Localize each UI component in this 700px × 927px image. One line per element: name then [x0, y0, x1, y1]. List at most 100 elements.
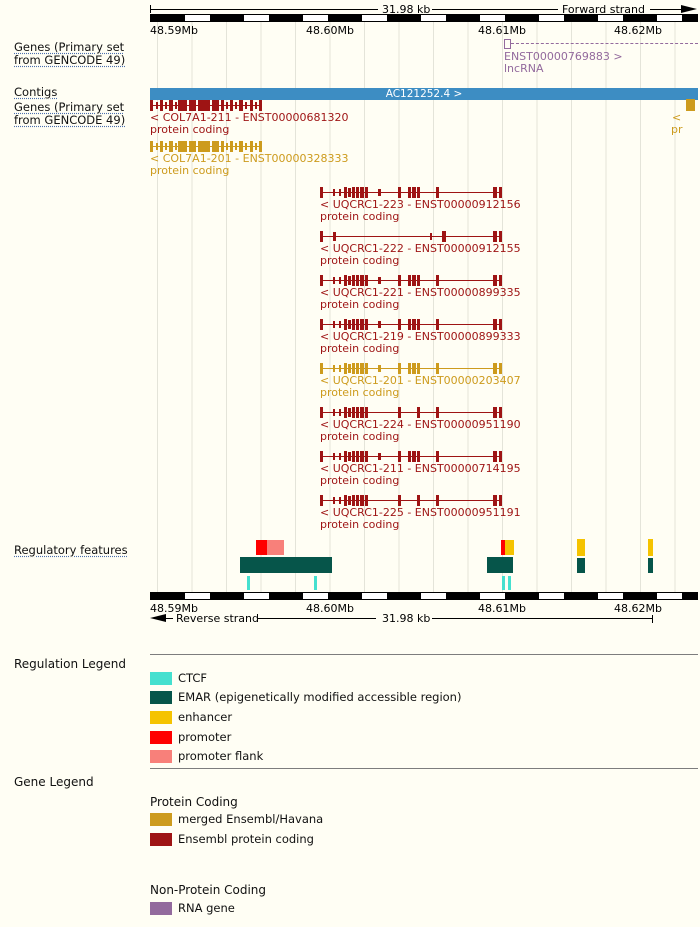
exon-box: [493, 363, 497, 374]
regulatory-feature-ctcf[interactable]: [247, 576, 250, 590]
forward-strand-line: [650, 9, 681, 10]
exon-box: [226, 143, 228, 150]
exon-box: [339, 277, 341, 284]
transcript-label[interactable]: < UQCRC1-219 - ENST00000899333: [320, 330, 521, 343]
exon-box: [150, 141, 153, 152]
transcript-label[interactable]: < UQCRC1-224 - ENST00000951190: [320, 418, 521, 431]
transcript-label[interactable]: < UQCRC1-222 - ENST00000912155: [320, 242, 521, 255]
transcript-label[interactable]: < UQCRC1-201 - ENST00000203407: [320, 374, 521, 387]
exon-box: [365, 275, 368, 286]
bottom-region-scale-bar[interactable]: [150, 592, 698, 600]
exon-box: [245, 102, 247, 109]
exon-box: [344, 275, 347, 286]
regulatory-feature-emar[interactable]: [648, 558, 653, 573]
regulatory-feature-ctcf[interactable]: [502, 576, 505, 590]
exon-box: [398, 495, 401, 506]
exon-box: [352, 363, 355, 374]
transcript-label[interactable]: < UQCRC1-221 - ENST00000899335: [320, 286, 521, 299]
exon-box: [169, 100, 173, 111]
sidebar-item-regulatory-features[interactable]: Regulatory features: [14, 543, 128, 557]
exon-box: [333, 497, 335, 504]
lncrna-transcript-label[interactable]: ENST00000769883 >: [504, 50, 623, 63]
regulatory-feature-promoter-flank[interactable]: [267, 540, 284, 555]
exon-box: [352, 451, 355, 462]
exon-box: [493, 319, 497, 330]
exon-box: [178, 100, 187, 111]
bottom-tick-48-61: 48.61Mb: [478, 602, 526, 615]
transcript-biotype: protein coding: [150, 164, 230, 177]
regulatory-feature-emar[interactable]: [487, 557, 513, 573]
exon-box: [408, 363, 411, 374]
transcript-uqcrc1-219[interactable]: < UQCRC1-219 - ENST00000899333 protein co…: [320, 319, 521, 355]
transcript-biotype: protein coding: [320, 342, 400, 355]
lncrna-exon-box[interactable]: [504, 39, 511, 49]
transcript-uqcrc1-224[interactable]: < UQCRC1-224 - ENST00000951190 protein co…: [320, 407, 521, 443]
regulatory-feature-enhancer[interactable]: [505, 540, 514, 555]
exon-box: [436, 275, 439, 286]
exon-box: [348, 408, 351, 417]
ensembl-protein-coding-legend-swatch: [150, 833, 172, 846]
exon-box: [442, 231, 446, 242]
transcript-uqcrc1-223[interactable]: < UQCRC1-223 - ENST00000912156 protein co…: [320, 187, 521, 223]
exon-box: [344, 407, 347, 418]
transcript-label[interactable]: < UQCRC1-211 - ENST00000714195: [320, 462, 521, 475]
exon-box: [160, 141, 163, 152]
transcript-uqcrc1-201[interactable]: < UQCRC1-201 - ENST00000203407 protein co…: [320, 363, 521, 399]
exon-box: [499, 231, 502, 242]
sidebar-item-contigs[interactable]: Contigs: [14, 85, 58, 99]
regulatory-feature-ctcf[interactable]: [314, 576, 317, 590]
exon-box: [499, 275, 502, 286]
promoter-flank-legend-swatch: [150, 750, 172, 763]
exon-box: [320, 231, 323, 242]
regulatory-feature-emar[interactable]: [577, 558, 585, 573]
bottom-scale-line-right: [432, 618, 653, 619]
bottom-tick-48-59: 48.59Mb: [150, 602, 198, 615]
exon-box: [408, 319, 411, 330]
transcript-uqcrc1-225[interactable]: < UQCRC1-225 - ENST00000951191 protein co…: [320, 495, 521, 531]
bottom-scale-label: 31.98 kb: [382, 612, 431, 625]
top-region-scale-bar[interactable]: [150, 14, 698, 22]
exon-box: [198, 141, 210, 152]
exon-box: [344, 187, 347, 198]
contig-bar[interactable]: AC121252.4 >: [150, 88, 698, 100]
transcript-label[interactable]: < UQCRC1-225 - ENST00000951191: [320, 506, 521, 519]
legend-item-promoter: promoter: [178, 730, 232, 744]
legend-item-promoter-flank: promoter flank: [178, 749, 264, 763]
top-scale-line-right: [432, 9, 558, 10]
gene-legend-heading-protein-coding: Protein Coding: [150, 795, 238, 809]
exon-box: [344, 319, 347, 330]
exon-box: [436, 451, 439, 462]
regulatory-feature-enhancer[interactable]: [648, 539, 653, 556]
sidebar-item-genes-top[interactable]: Genes (Primary set from GENCODE 49): [14, 40, 126, 67]
regulatory-feature-promoter[interactable]: [256, 540, 267, 555]
edge-gene-exon-box[interactable]: [686, 99, 695, 111]
sidebar-item-genes-bottom[interactable]: Genes (Primary set from GENCODE 49): [14, 100, 126, 127]
exon-box: [320, 363, 323, 374]
intron-line: [320, 500, 502, 501]
exon-box: [221, 100, 224, 111]
reverse-strand-line: [163, 618, 173, 619]
enhancer-legend-swatch: [150, 711, 172, 724]
transcript-label[interactable]: < COL7A1-211 - ENST00000681320: [150, 111, 349, 124]
exon-box: [352, 319, 355, 330]
exon-box: [344, 451, 347, 462]
exon-box: [352, 275, 355, 286]
exon-box: [499, 451, 502, 462]
transcript-col7a1-211[interactable]: < COL7A1-211 - ENST00000681320 protein co…: [150, 100, 349, 136]
transcript-col7a1-201[interactable]: < COL7A1-201 - ENST00000328333 protein co…: [150, 141, 349, 177]
exon-box: [417, 495, 420, 506]
regulatory-feature-emar[interactable]: [240, 557, 332, 573]
exon-box: [408, 187, 411, 198]
regulatory-feature-promoter[interactable]: [501, 540, 505, 555]
transcript-uqcrc1-221[interactable]: < UQCRC1-221 - ENST00000899335 protein co…: [320, 275, 521, 311]
regulatory-feature-ctcf[interactable]: [508, 576, 511, 590]
transcript-label[interactable]: < COL7A1-201 - ENST00000328333: [150, 152, 349, 165]
transcript-label[interactable]: < UQCRC1-223 - ENST00000912156: [320, 198, 521, 211]
transcript-uqcrc1-211[interactable]: < UQCRC1-211 - ENST00000714195 protein co…: [320, 451, 521, 487]
gene-legend-heading-non-protein-coding: Non-Protein Coding: [150, 883, 267, 897]
top-tick-48-59: 48.59Mb: [150, 24, 198, 37]
transcript-uqcrc1-222[interactable]: < UQCRC1-222 - ENST00000912155 protein co…: [320, 231, 521, 267]
regulatory-feature-enhancer[interactable]: [577, 539, 585, 556]
transcript-biotype: protein coding: [320, 386, 400, 399]
merged-ensembl-havana-legend-swatch: [150, 813, 172, 826]
